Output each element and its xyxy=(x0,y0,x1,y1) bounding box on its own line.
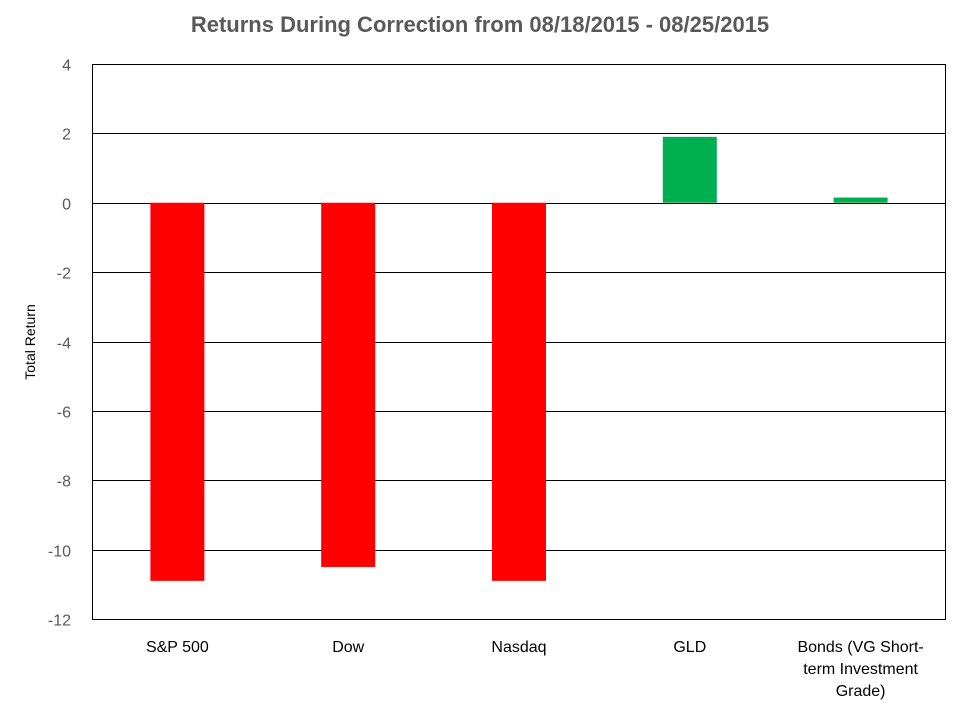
y-tick-label: -4 xyxy=(57,336,71,353)
x-axis-labels: S&P 500 Dow Nasdaq GLD Bonds (VG Short-term … xyxy=(146,639,924,700)
bar xyxy=(150,202,205,581)
y-tick-label: 4 xyxy=(62,58,71,75)
bar xyxy=(833,197,888,203)
x-category-label: Bonds (VG Short-term Investment Grade) xyxy=(797,639,923,700)
y-tick-label: 0 xyxy=(62,197,71,214)
y-tick-label: 2 xyxy=(62,127,71,144)
y-tick-label: -12 xyxy=(48,613,71,630)
x-category-label: S&P 500 xyxy=(146,639,209,656)
x-category-label: GLD xyxy=(673,639,706,656)
bar xyxy=(662,136,717,203)
y-axis-ticks: 4 2 0 -2 -4 -6 -8 -10 -12 xyxy=(48,58,71,630)
bar xyxy=(492,202,546,581)
y-axis-label: Total Return xyxy=(22,304,38,379)
y-tick-label: -10 xyxy=(48,544,71,561)
x-category-label: Dow xyxy=(332,639,364,656)
y-tick-label: -8 xyxy=(57,474,71,491)
x-category-label: Nasdaq xyxy=(491,639,546,656)
bar xyxy=(321,202,376,567)
y-tick-label: -6 xyxy=(57,405,71,422)
bars xyxy=(150,136,888,581)
chart-title: Returns During Correction from 08/18/201… xyxy=(190,12,770,37)
plot-area-border xyxy=(92,64,946,620)
y-tick-label: -2 xyxy=(57,266,71,283)
